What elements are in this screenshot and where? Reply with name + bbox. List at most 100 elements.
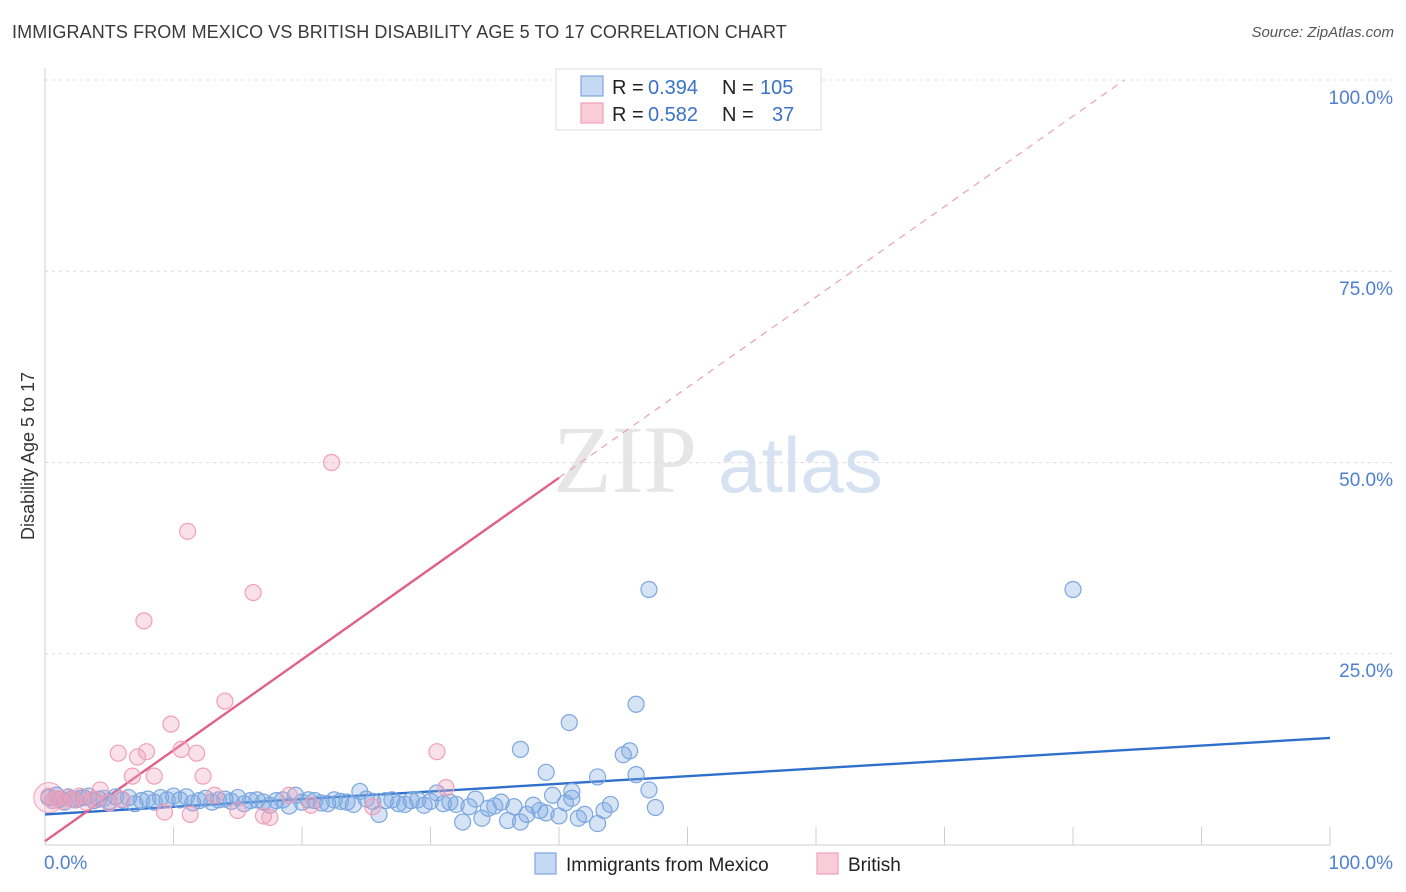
data-point-mexico [595,801,613,820]
legend-r-label-mexico: R = [612,77,644,99]
series-legend: Immigrants from Mexico British [534,852,901,876]
data-point-mexico [325,791,343,809]
legend-r-value-british: 0.582 [648,104,698,126]
legend-n-label-mexico: N = [722,77,754,99]
legend-swatch-british [580,102,604,124]
data-point-mexico [242,792,260,810]
data-point-mexico [646,798,664,817]
data-point-mexico [518,805,536,824]
y-tick-label-100: 100.0% [1329,88,1394,109]
legend-n-label-british: N = [722,104,754,126]
data-point-mexico [601,795,620,814]
y-tick-label-75: 75.0% [1339,279,1393,300]
data-point-mexico [473,809,491,827]
data-point-british [229,801,247,820]
axes [44,68,1331,846]
data-point-mexico [312,794,330,812]
data-point-british [280,786,298,804]
y-tick-label-25: 25.0% [1339,661,1393,682]
trend-line-mexico [44,736,1331,816]
data-point-mexico [229,788,247,807]
source-label: Source: ZipAtlas.com [1251,24,1394,41]
data-point-british [364,798,382,816]
data-point-mexico [447,795,465,814]
data-point-british [179,522,197,540]
data-point-mexico [286,786,305,804]
data-point-british [123,767,141,785]
data-point-british [109,744,127,762]
data-point-mexico [537,804,555,822]
data-point-mexico [466,790,485,808]
x-tick-label-0: 0.0% [44,853,87,874]
data-point-mexico [563,789,581,807]
x-tick-label-100: 100.0% [1329,853,1394,874]
data-point-mexico [132,792,150,810]
stats-legend: R = 0.394 N = 105 R = 0.582 N = 37 [555,68,822,131]
data-point-mexico [560,713,578,732]
data-point-mexico [1064,580,1082,599]
data-point-mexico [454,813,472,831]
data-point-british [254,807,273,825]
data-point-mexico [627,766,645,784]
data-point-british [206,786,224,804]
data-point-british [137,743,156,761]
data-point-mexico [588,768,607,786]
trend-line-british [44,476,560,843]
data-point-british [216,692,234,710]
bottom-legend-swatch-british [816,852,839,875]
data-point-british [128,748,147,766]
data-point-mexico [576,805,594,824]
data-point-british [155,803,174,821]
data-point-mexico [499,811,517,830]
data-point-mexico [267,792,285,810]
data-point-british [100,794,118,812]
legend-r-value-mexico: 0.394 [648,77,698,99]
data-point-mexico [428,784,446,802]
data-point-british [428,743,446,761]
bottom-legend-label-british: British [848,855,901,876]
gridlines [45,79,1395,655]
data-point-mexico [119,788,138,807]
bottom-legend-label-mexico: Immigrants from Mexico [566,855,769,876]
legend-n-value-british: 37 [772,104,794,126]
data-point-mexico [563,782,581,801]
data-point-mexico [640,580,658,599]
watermark-atlas: atlas [718,421,883,509]
data-point-british [188,744,206,762]
watermark-zip: ZIP [553,406,697,513]
bottom-legend-swatch-mexico [534,852,557,875]
data-point-mexico [627,695,645,713]
legend-r-label-british: R = [612,104,644,126]
trend-line-british-extension [558,79,1125,479]
data-point-british [322,453,341,472]
data-point-mexico [331,792,350,810]
data-point-mexico [621,742,639,760]
data-point-mexico [402,792,420,810]
data-point-british [172,740,190,758]
data-point-british [244,583,262,602]
trend-lines [44,79,1331,843]
chart-title: IMMIGRANTS FROM MEXICO VS BRITISH DISABI… [12,22,787,42]
data-point-british [145,767,163,785]
data-point-mexico [537,763,555,781]
data-point-british [113,790,131,808]
data-point-british [302,796,320,814]
data-point-british [261,808,279,827]
data-point-british [71,787,89,805]
data-point-british [162,715,180,733]
data-point-mexico [640,781,658,799]
y-axis-label: Disability Age 5 to 17 [18,372,38,540]
data-point-british [91,781,109,799]
legend-swatch-mexico [580,75,604,97]
data-point-mexico [511,740,530,758]
data-point-mexico [492,793,510,811]
data-point-mexico [505,798,523,816]
legend-n-value-mexico: 105 [760,77,793,99]
data-point-mexico [389,795,407,813]
y-tick-label-50: 50.0% [1339,470,1393,491]
data-point-british [194,767,212,785]
data-point-mexico [177,788,195,806]
data-point-british [437,779,455,797]
data-point-mexico [543,786,562,804]
